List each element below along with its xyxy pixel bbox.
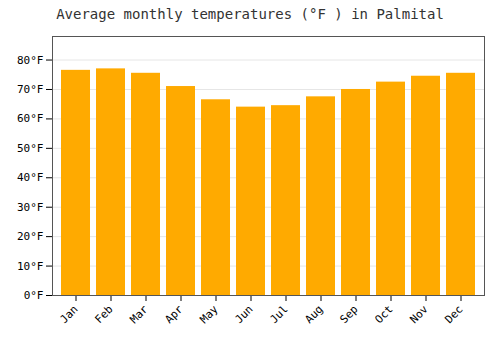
svg-text:Oct: Oct (372, 303, 395, 326)
html-text:Average monthly temperatures (: Average monthly temperatures (°F ) in Pa… (56, 6, 444, 22)
svg-text:30°F: 30°F (17, 201, 44, 214)
svg-text:20°F: 20°F (17, 230, 44, 243)
svg-text:50°F: 50°F (17, 142, 44, 155)
svg-text:Jul: Jul (267, 303, 290, 326)
svg-text:Nov: Nov (407, 302, 431, 326)
svg-text:Jun: Jun (232, 303, 255, 326)
svg-text:Sep: Sep (337, 303, 360, 326)
svg-text:Feb: Feb (92, 303, 115, 326)
svg-text:May: May (197, 302, 221, 326)
svg-text:0°F: 0°F (24, 289, 44, 302)
svg-text:60°F: 60°F (17, 112, 44, 125)
svg-text:Aug: Aug (302, 303, 325, 326)
svg-text:10°F: 10°F (17, 260, 44, 273)
svg-text:Mar: Mar (127, 302, 151, 326)
svg-text:70°F: 70°F (17, 83, 44, 96)
svg-text:Dec: Dec (442, 303, 465, 326)
svg-text:Apr: Apr (162, 302, 186, 326)
svg-text:Jan: Jan (57, 303, 80, 326)
svg-text:40°F: 40°F (17, 171, 44, 184)
svg-text:80°F: 80°F (17, 54, 44, 67)
